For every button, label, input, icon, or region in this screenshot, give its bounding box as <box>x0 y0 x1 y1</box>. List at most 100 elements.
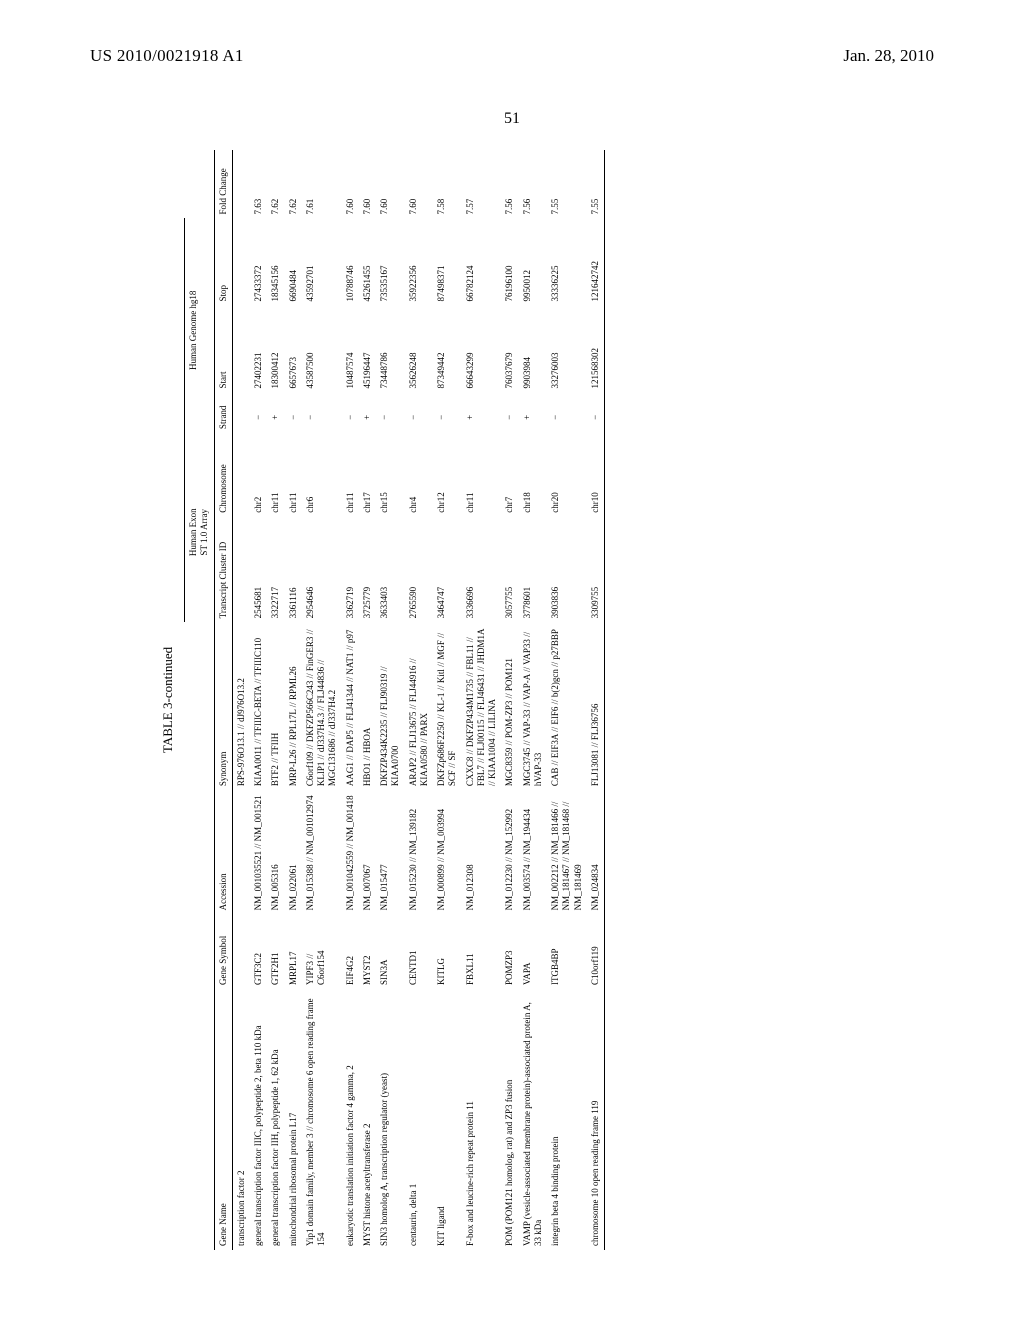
col-transcript-id: Transcript Cluster ID <box>214 517 232 623</box>
cell-synonym: HBO1 // HBOA <box>359 622 376 790</box>
table-row: Yip1 domain family, member 3 // chromoso… <box>302 150 342 1250</box>
cell-chrom: chr11 <box>342 442 359 517</box>
cell-synonym: CAB // EIF3A // EIF6 // b(2)gcn // p27BB… <box>547 622 587 790</box>
col-gene-name: Gene Name <box>214 989 232 1250</box>
cell-gene: integrin beta 4 binding protein <box>547 989 587 1250</box>
cell-accession: NM_007067 <box>359 790 376 914</box>
col-super-exon: Human Exon ST 1.0 Array <box>185 442 215 622</box>
cell-gene: general transcription factor IIH, polype… <box>267 989 284 1250</box>
cell-gene: centaurin, delta 1 <box>405 989 434 1250</box>
cell-gene: Yip1 domain family, member 3 // chromoso… <box>302 989 342 1250</box>
cell-fc: 7.63 <box>250 150 267 218</box>
cell-stop <box>232 218 250 305</box>
cell-accession: NM_012308 <box>462 790 502 914</box>
cell-start: 66643299 <box>462 305 502 392</box>
cell-symbol: ITGB4BP <box>547 914 587 989</box>
cell-synonym: AAG1 // DAP5 // FLJ41344 // NAT1 // p97 <box>342 622 359 790</box>
col-accession: Accession <box>214 790 232 914</box>
cell-synonym: MGC3745 // VAP-33 // VAP-A // VAP33 // h… <box>519 622 548 790</box>
cell-start: 43587500 <box>302 305 342 392</box>
cell-stop: 87498371 <box>433 218 462 305</box>
cell-tci: 2954646 <box>302 517 342 623</box>
cell-stop: 121642742 <box>587 218 605 305</box>
cell-chrom: chr12 <box>433 442 462 517</box>
cell-start: 45196447 <box>359 305 376 392</box>
cell-stop: 66782124 <box>462 218 502 305</box>
cell-fc: 7.60 <box>359 150 376 218</box>
cell-gene: transcription factor 2 <box>232 989 250 1250</box>
cell-tci: 2765590 <box>405 517 434 623</box>
cell-accession: NM_015477 <box>376 790 405 914</box>
cell-gene: SIN3 homolog A, transcription regulator … <box>376 989 405 1250</box>
table-row: VAMP (vesicle-associated membrane protei… <box>519 150 548 1250</box>
cell-stop: 27433372 <box>250 218 267 305</box>
cell-synonym: DKFZp686F2250 // KL-1 // Kitl // MGF // … <box>433 622 462 790</box>
cell-symbol: GTF3C2 <box>250 914 267 989</box>
cell-gene: chromosome 10 open reading frame 119 <box>587 989 605 1250</box>
cell-start: 87349442 <box>433 305 462 392</box>
cell-synonym: BTF2 // TFIIH <box>267 622 284 790</box>
cell-strand: + <box>267 392 284 442</box>
cell-gene: KIT ligand <box>433 989 462 1250</box>
cell-strand: − <box>302 392 342 442</box>
cell-strand: + <box>519 392 548 442</box>
cell-symbol: SIN3A <box>376 914 405 989</box>
cell-strand: − <box>433 392 462 442</box>
cell-chrom <box>232 442 250 517</box>
table-row: MYST histone acetyltransferase 2MYST2NM_… <box>359 150 376 1250</box>
cell-chrom: chr6 <box>302 442 342 517</box>
cell-gene: eukaryotic translation initiation factor… <box>342 989 359 1250</box>
cell-symbol: YIPF3 // C6orf154 <box>302 914 342 989</box>
cell-chrom: chr10 <box>587 442 605 517</box>
cell-tci: 3309755 <box>587 517 605 623</box>
cell-start: 6657673 <box>285 305 302 392</box>
cell-accession: NM_005316 <box>267 790 284 914</box>
cell-tci: 3778601 <box>519 517 548 623</box>
cell-gene: F-box and leucine-rich repeat protein 11 <box>462 989 502 1250</box>
cell-gene: general transcription factor IIIC, polyp… <box>250 989 267 1250</box>
cell-synonym: MRP-L26 // RPL17L // RPML26 <box>285 622 302 790</box>
cell-tci: 3903836 <box>547 517 587 623</box>
cell-chrom: chr11 <box>462 442 502 517</box>
cell-chrom: chr11 <box>267 442 284 517</box>
cell-start: 18300412 <box>267 305 284 392</box>
cell-symbol: GTF2H1 <box>267 914 284 989</box>
col-strand: Strand <box>214 392 232 442</box>
table-row: eukaryotic translation initiation factor… <box>342 150 359 1250</box>
cell-accession: NM_002212 // NM_181466 // NM_181467 // N… <box>547 790 587 914</box>
cell-accession: NM_003574 // NM_194434 <box>519 790 548 914</box>
cell-start: 9903984 <box>519 305 548 392</box>
cell-synonym: KIAA0011 // TFIIIC-BETA // TFIIIC110 <box>250 622 267 790</box>
cell-gene: VAMP (vesicle-associated membrane protei… <box>519 989 548 1250</box>
cell-tci: 3361116 <box>285 517 302 623</box>
cell-symbol: KITLG <box>433 914 462 989</box>
col-chromosome: Chromosome <box>214 442 232 517</box>
cell-stop: 33336225 <box>547 218 587 305</box>
cell-chrom: chr18 <box>519 442 548 517</box>
cell-stop: 10788746 <box>342 218 359 305</box>
cell-accession: NM_022061 <box>285 790 302 914</box>
cell-start: 35626248 <box>405 305 434 392</box>
cell-tci <box>232 517 250 623</box>
table-row: POM (POM121 homolog, rat) and ZP3 fusion… <box>501 150 518 1250</box>
table-row: chromosome 10 open reading frame 119C10o… <box>587 150 605 1250</box>
cell-gene: mitochondrial ribosomal protein L17 <box>285 989 302 1250</box>
cell-strand: − <box>405 392 434 442</box>
cell-tci: 2545681 <box>250 517 267 623</box>
col-synonym: Synonym <box>214 622 232 790</box>
table-row: F-box and leucine-rich repeat protein 11… <box>462 150 502 1250</box>
table-row: SIN3 homolog A, transcription regulator … <box>376 150 405 1250</box>
col-stop: Stop <box>214 218 232 305</box>
cell-symbol: C10orf119 <box>587 914 605 989</box>
cell-synonym: ARAP2 // FLJ13675 // FLJ44916 // KIAA058… <box>405 622 434 790</box>
cell-tci: 3725779 <box>359 517 376 623</box>
cell-strand: − <box>285 392 302 442</box>
cell-fc: 7.60 <box>342 150 359 218</box>
cell-strand: + <box>359 392 376 442</box>
cell-accession: NM_015388 // NM_001012974 <box>302 790 342 914</box>
cell-strand: − <box>250 392 267 442</box>
cell-strand: − <box>501 392 518 442</box>
cell-strand: − <box>376 392 405 442</box>
cell-tci: 3633403 <box>376 517 405 623</box>
cell-symbol: CENTD1 <box>405 914 434 989</box>
